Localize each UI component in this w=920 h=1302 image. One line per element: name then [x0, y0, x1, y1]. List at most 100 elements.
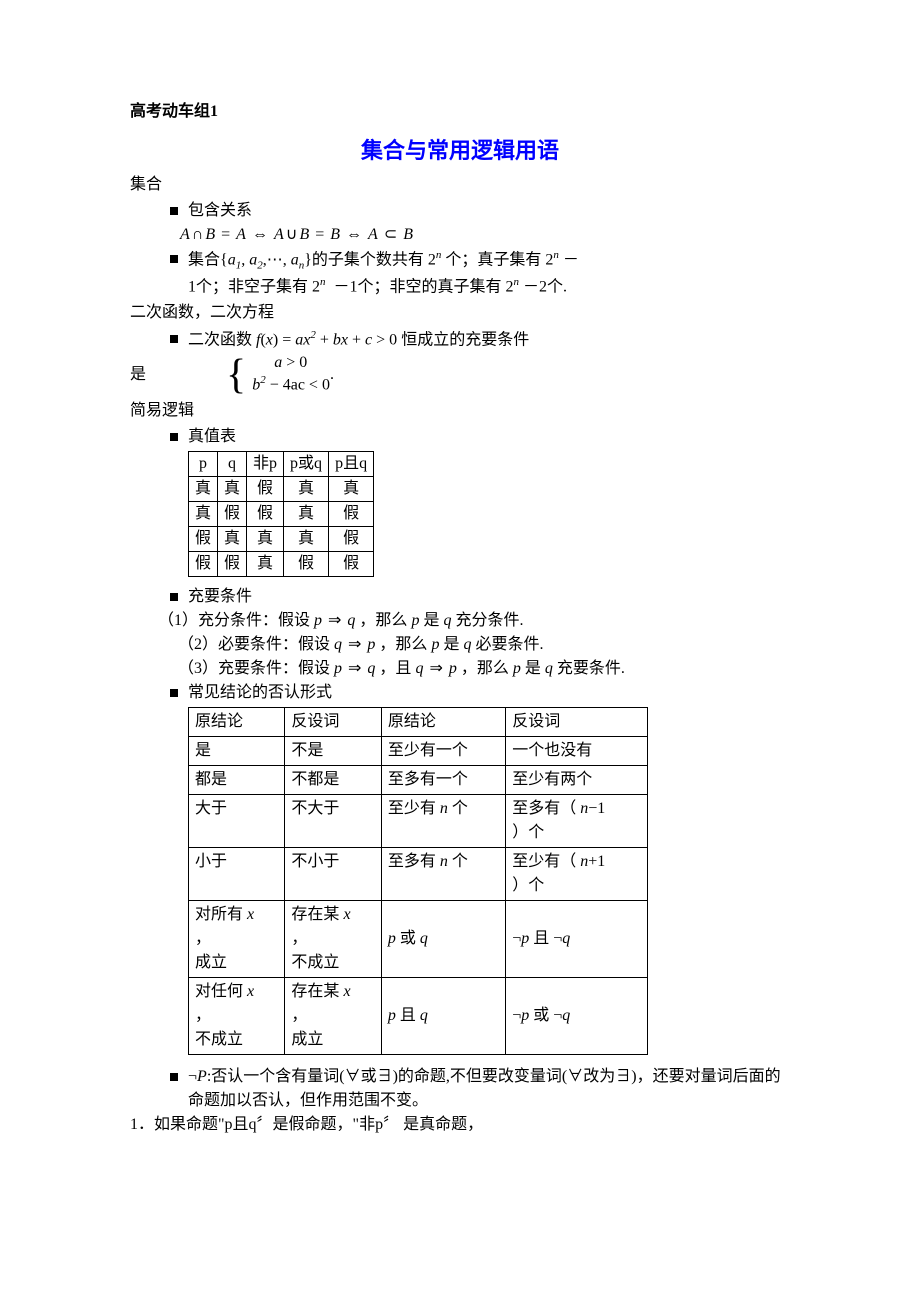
bullet-quadratic: 二次函数 f(x) = ax2 + bx + c > 0 恒成立的充要条件 [170, 327, 790, 352]
bullet-icon [170, 255, 178, 263]
td: 不大于 [285, 794, 381, 847]
th: 反设词 [506, 707, 648, 736]
table-row: 大于 不大于 至少有 n 个 至多有（ n−1）个 [189, 794, 648, 847]
td: ¬p 且 ¬q [506, 900, 648, 977]
bullet-containment-text: 包含关系 [188, 199, 790, 223]
bullet-icon [170, 593, 178, 601]
bullet-neg-forms: 常见结论的否认形式 [170, 681, 790, 705]
table-row: 对所有 x，成立 存在某 x，不成立 p 或 q ¬p 且 ¬q [189, 900, 648, 977]
td: 真 [189, 501, 218, 526]
table-row: 是 不是 至少有一个 一个也没有 [189, 736, 648, 765]
text: 个；真子集有 [445, 251, 541, 268]
td: 假 [218, 501, 247, 526]
td: 对任何 x，不成立 [189, 977, 285, 1054]
bullet-icon [170, 433, 178, 441]
td: 不是 [285, 736, 381, 765]
text: －1个；非空的真子集有 [334, 278, 502, 295]
th: 非p [247, 451, 284, 476]
text: ，那么 [359, 612, 407, 629]
td: 假 [329, 551, 374, 576]
bullet-icon [170, 1073, 178, 1081]
td: 至多有一个 [381, 765, 505, 794]
td: 假 [189, 551, 218, 576]
text: 恒成立的充要条件 [401, 332, 529, 349]
bullet-icon [170, 689, 178, 697]
td: 真 [247, 526, 284, 551]
quadratic-text: 二次函数 f(x) = ax2 + bx + c > 0 恒成立的充要条件 [188, 327, 790, 352]
text: ，那么 [461, 660, 509, 677]
td: 是 [189, 736, 285, 765]
td: p 或 q [381, 900, 505, 977]
td: 真 [247, 551, 284, 576]
text: 必要条件. [475, 636, 543, 653]
td: 至多有（ n−1）个 [506, 794, 648, 847]
text: （2）必要条件：假设 [178, 636, 330, 653]
td: 存在某 x，成立 [285, 977, 381, 1054]
th: 原结论 [381, 707, 505, 736]
td: 存在某 x，不成立 [285, 900, 381, 977]
td: 一个也没有 [506, 736, 648, 765]
table-row: 都是 不都是 至多有一个 至少有两个 [189, 765, 648, 794]
th: q [218, 451, 247, 476]
bullet-neg-p: ¬P:否认一个含有量词(∀或∃)的命题,不但要改变量词(∀改为∃)，还要对量词后… [170, 1065, 790, 1113]
bullet-suff-nec: 充要条件 [170, 585, 790, 609]
section-set: 集合 [130, 173, 790, 197]
text: 二次函数 [188, 332, 252, 349]
containment-formula: A∩B = A ⇔ A∪B = B ⇔ A ⊂ B [180, 223, 790, 247]
text: （1）充分条件：假设 [158, 612, 310, 629]
td: 不小于 [285, 847, 381, 900]
condition-1: （1）充分条件：假设 p ⇒ q ，那么 p 是 q 充分条件. [158, 609, 790, 633]
td: ¬p 或 ¬q [506, 977, 648, 1054]
text: ，那么 [379, 636, 427, 653]
td: 小于 [189, 847, 285, 900]
td: 真 [189, 476, 218, 501]
truth-table-label: 真值表 [188, 425, 790, 449]
brace-line2: b2 − 4ac < 0 [252, 373, 330, 396]
table-row: 真 假 假 真 假 [189, 501, 374, 526]
text: 充分条件. [455, 612, 523, 629]
table-row: 假 假 真 假 假 [189, 551, 374, 576]
td: 至少有两个 [506, 765, 648, 794]
td: 至少有（ n+1）个 [506, 847, 648, 900]
td: 假 [247, 501, 284, 526]
td: 至少有 n 个 [381, 794, 505, 847]
td: 真 [284, 501, 329, 526]
th: 原结论 [189, 707, 285, 736]
text: － [563, 251, 579, 268]
condition-3: （3）充要条件：假设 p ⇒ q ，且 q ⇒ p ，那么 p 是 q 充要条件… [178, 657, 790, 681]
table-row: 原结论 反设词 原结论 反设词 [189, 707, 648, 736]
text: －2个. [523, 278, 567, 295]
th: 反设词 [285, 707, 381, 736]
td: 不都是 [285, 765, 381, 794]
section-logic: 简易逻辑 [130, 399, 790, 423]
bullet-subset-count: 集合{a1, a2,⋯, an}的子集个数共有 2n 个；真子集有 2n － [170, 247, 790, 274]
td: 假 [284, 551, 329, 576]
brace-icon: { [226, 354, 246, 396]
table-row: 小于 不小于 至多有 n 个 至少有（ n+1）个 [189, 847, 648, 900]
table-row: 假 真 真 真 假 [189, 526, 374, 551]
brace-line1: a > 0 [252, 353, 330, 374]
page-title: 集合与常用逻辑用语 [130, 134, 790, 167]
td: 假 [218, 551, 247, 576]
td: 真 [284, 526, 329, 551]
subset-count-line1: 集合{a1, a2,⋯, an}的子集个数共有 2n 个；真子集有 2n － [188, 247, 790, 274]
text: 的子集个数共有 [312, 251, 424, 268]
subset-count-line2: 1个；非空子集有 2n －1个；非空的真子集有 2n －2个. [188, 274, 790, 299]
quadratic-condition: 是 { a > 0 b2 − 4ac < 0 . [130, 353, 790, 397]
th: p或q [284, 451, 329, 476]
td: 假 [329, 526, 374, 551]
text: （3）充要条件：假设 [178, 660, 330, 677]
th: p且q [329, 451, 374, 476]
td: 假 [247, 476, 284, 501]
neg-p-text: ¬P:否认一个含有量词(∀或∃)的命题,不但要改变量词(∀改为∃)，还要对量词后… [188, 1065, 790, 1113]
text: ，且 [379, 660, 411, 677]
td: 都是 [189, 765, 285, 794]
td: 真 [284, 476, 329, 501]
negation-table: 原结论 反设词 原结论 反设词 是 不是 至少有一个 一个也没有 都是 不都是 … [188, 707, 648, 1055]
th: p [189, 451, 218, 476]
td: 至多有 n 个 [381, 847, 505, 900]
section-quadratic: 二次函数，二次方程 [130, 301, 790, 325]
td: 真 [329, 476, 374, 501]
table-row: p q 非p p或q p且q [189, 451, 374, 476]
td: p 且 q [381, 977, 505, 1054]
